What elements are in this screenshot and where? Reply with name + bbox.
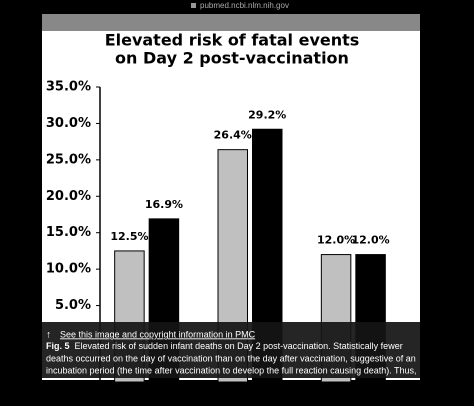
caption-line: deaths occurred on the day of vaccinatio… [46, 353, 416, 363]
caption-overlay: ↑ See this image and copyright informati… [42, 322, 420, 378]
fig-label: Fig. 5 [46, 341, 70, 351]
chart-title: on Day 2 post-vaccination [115, 49, 349, 68]
caption-line: incubation period (the time after vaccin… [46, 365, 417, 375]
value-label: 29.2% [248, 108, 286, 121]
value-label: 16.9% [145, 198, 183, 211]
y-tick-label: 5.0% [55, 298, 91, 313]
chart-title: Elevated risk of fatal events [105, 31, 360, 50]
caption-line: Elevated risk of sudden infant deaths on… [75, 341, 403, 351]
lock-icon [191, 3, 196, 8]
chart-image: Elevated risk of fatal events on Day 2 p… [42, 14, 420, 383]
image-header [42, 14, 420, 31]
y-tick-label: 25.0% [46, 152, 91, 167]
value-label: 12.5% [110, 230, 148, 243]
y-tick-label: 30.0% [46, 116, 91, 131]
url[interactable]: pubmed.ncbi.nlm.nih.gov [200, 1, 289, 10]
y-tick-label: 35.0% [46, 80, 91, 95]
arrow-icon: ↑ [46, 330, 51, 341]
value-label: 12.0% [351, 234, 389, 247]
copyright-link[interactable]: See this image and copyright information… [60, 329, 256, 339]
y-tick-label: 15.0% [46, 225, 91, 240]
y-tick-label: 20.0% [46, 189, 91, 204]
caption-text: Fig. 5 Elevated risk of sudden infant dea… [46, 341, 403, 351]
y-tick-label: 10.0% [46, 262, 91, 277]
value-label: 26.4% [214, 129, 252, 142]
value-label: 12.0% [317, 234, 355, 247]
caption-bg [42, 322, 420, 378]
